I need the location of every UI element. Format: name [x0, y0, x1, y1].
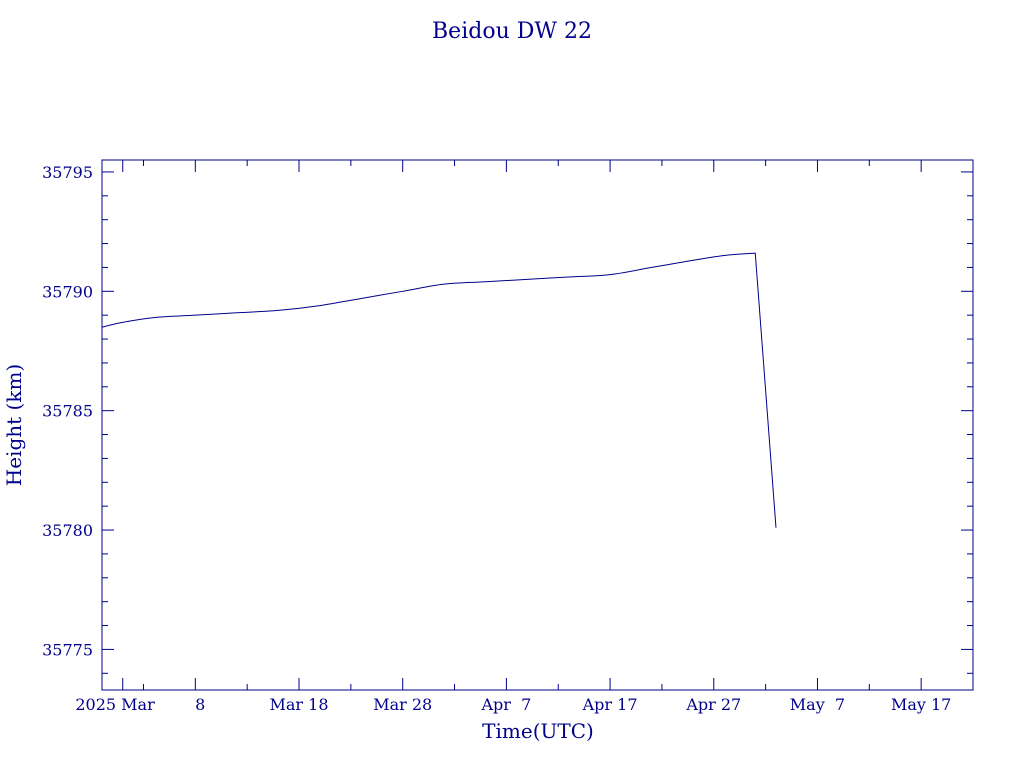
x-tick-label: Apr 7 — [480, 695, 531, 714]
y-tick-label: 35785 — [42, 402, 93, 421]
x-tick-label: Apr 27 — [685, 695, 741, 714]
y-tick-label: 35790 — [42, 282, 93, 301]
x-tick-label: 2025 Mar — [75, 695, 155, 714]
plot-frame — [101, 159, 974, 691]
tick-labels: 35775 35780 35785 35790 35795 2025 Mar 8 Mar 18… — [42, 163, 951, 714]
chart-title: Beidou DW 22 — [432, 19, 592, 44]
x-tick-label: Mar 28 — [373, 695, 432, 714]
x-tick-label: May 7 — [790, 695, 845, 714]
x-tick-label: Apr 17 — [582, 695, 638, 714]
y-tick-label: 35775 — [42, 640, 93, 659]
height-series-line — [101, 252, 777, 528]
y-tick-label: 35780 — [42, 521, 93, 540]
x-axis-label: Time(UTC) — [482, 719, 594, 743]
y-tick-label: 35795 — [42, 163, 93, 182]
axis-ticks — [102, 160, 973, 690]
x-tick-label: Mar 18 — [270, 695, 329, 714]
series-layer — [101, 252, 777, 528]
x-tick-label: 8 — [195, 695, 205, 714]
y-axis-label: Height (km) — [2, 364, 26, 486]
x-tick-label: May 17 — [891, 695, 951, 714]
